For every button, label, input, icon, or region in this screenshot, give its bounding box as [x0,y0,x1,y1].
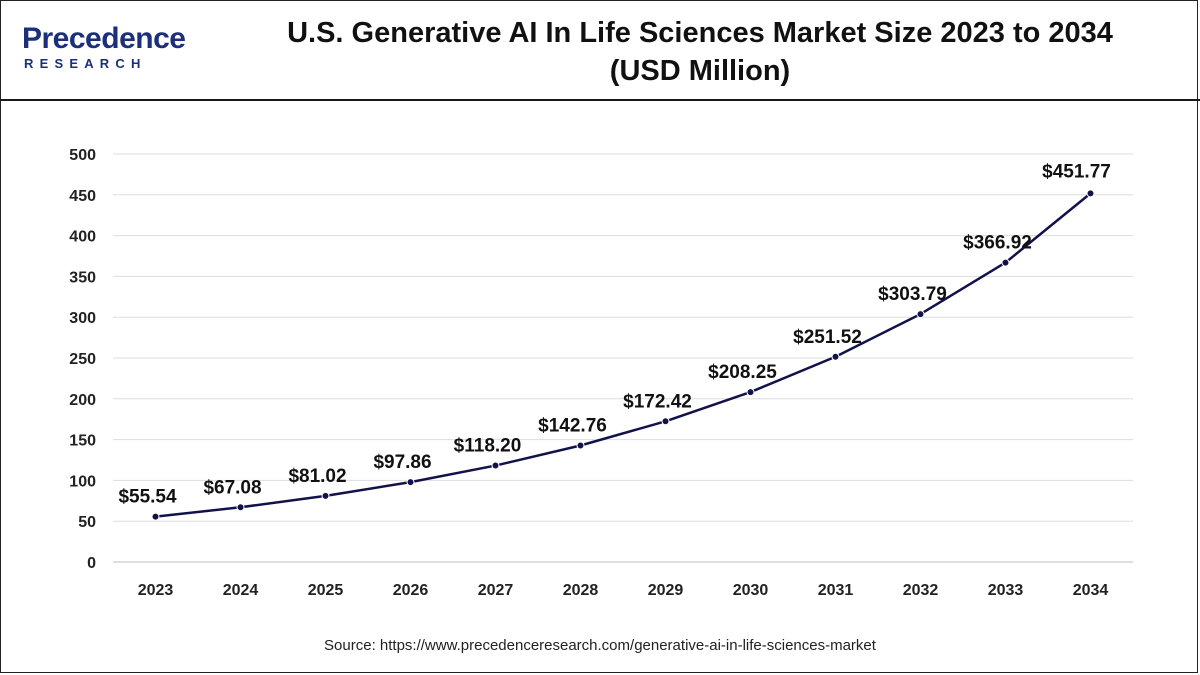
x-tick-label: 2034 [1073,582,1109,599]
brand-tagline: RESEARCH [24,56,147,71]
brand-logo: Precedence RESEARCH [22,22,202,78]
x-tick-label: 2026 [393,582,429,599]
data-point [831,352,840,361]
x-tick-label: 2024 [223,582,259,599]
data-label: $67.08 [203,477,261,498]
x-tick-label: 2028 [563,582,599,599]
data-point [576,441,585,450]
data-label: $118.20 [454,436,522,457]
data-label: $81.02 [288,466,346,487]
y-tick-label: 500 [69,147,96,164]
x-tick-label: 2025 [308,582,344,599]
y-tick-label: 150 [69,433,96,450]
data-point [236,503,245,512]
data-label: $97.86 [373,452,431,473]
x-tick-label: 2027 [478,582,514,599]
x-tick-label: 2029 [648,582,684,599]
data-point [1086,189,1095,198]
x-tick-label: 2032 [903,582,939,599]
x-tick-label: 2030 [733,582,769,599]
data-label: $303.79 [878,284,947,305]
data-label: $366.92 [963,233,1032,254]
y-tick-label: 250 [69,351,96,368]
data-label: $251.52 [793,327,862,348]
data-label: $55.54 [118,487,177,508]
x-tick-label: 2023 [138,582,174,599]
y-tick-label: 50 [78,514,96,531]
data-point [406,478,415,487]
data-point [151,512,160,521]
y-tick-label: 0 [87,555,96,572]
x-tick-label: 2031 [818,582,854,599]
source-note: Source: https://www.precedenceresearch.c… [324,637,876,654]
data-point [916,310,925,319]
y-tick-label: 300 [69,310,96,327]
header: Precedence RESEARCH U.S. Generative AI I… [0,0,1200,101]
x-tick-label: 2033 [988,582,1024,599]
data-point [491,461,500,470]
y-tick-label: 350 [69,269,96,286]
chart-title-block: U.S. Generative AI In Life Sciences Mark… [230,14,1170,90]
brand-name: Precedence [22,22,186,55]
line-chart: 0 50 100 150 200 250 300 350 400 450 500 2023 2024 20… [69,147,1133,599]
data-label: $451.77 [1042,161,1111,182]
y-tick-label: 100 [69,473,96,490]
data-point [746,388,755,397]
y-tick-label: 450 [69,188,96,205]
data-point [661,417,670,426]
data-point [321,491,330,500]
data-label: $142.76 [538,416,607,437]
chart-subtitle: (USD Million) [609,55,791,87]
data-label: $172.42 [623,391,692,412]
data-label: $208.25 [708,362,777,383]
data-point [1001,258,1010,267]
y-tick-label: 400 [69,229,96,246]
y-tick-label: 200 [69,392,96,409]
chart-title: U.S. Generative AI In Life Sciences Mark… [287,17,1113,49]
series-line [155,192,1092,518]
